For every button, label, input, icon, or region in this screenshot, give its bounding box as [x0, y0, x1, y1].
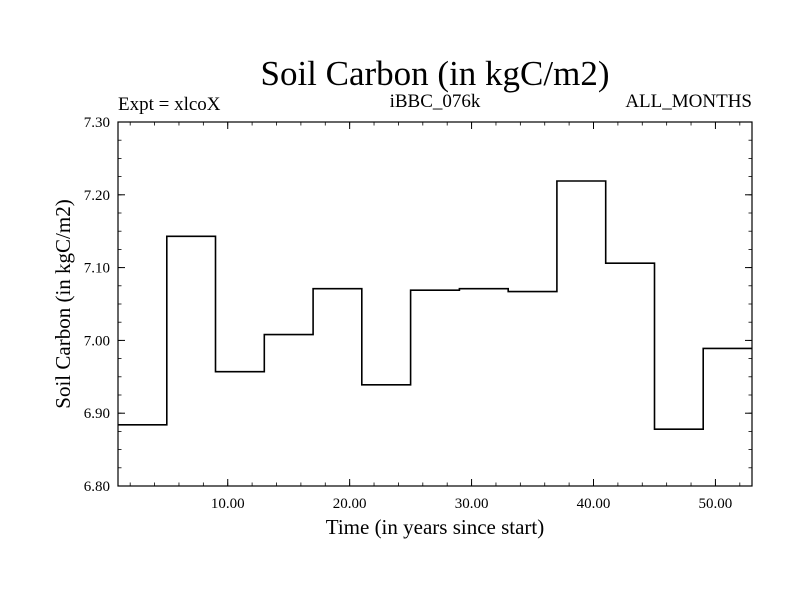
y-tick-label: 7.30	[84, 115, 110, 131]
y-tick-label: 7.10	[84, 261, 110, 277]
x-tick-label: 20.00	[333, 496, 367, 512]
plot-frame	[117, 121, 753, 487]
axis-ticks	[118, 121, 752, 487]
y-tick-label: 7.20	[84, 188, 110, 204]
chart-title: Soil Carbon (in kgC/m2)	[260, 54, 609, 93]
soil-carbon-series-line	[118, 180, 752, 430]
x-tick-label: 30.00	[455, 496, 489, 512]
y-axis-label: Soil Carbon (in kgC/m2)	[51, 199, 75, 408]
experiment-label: Expt = xlcoX	[118, 94, 221, 115]
y-tick-label: 7.00	[84, 333, 110, 349]
y-tick-label: 6.80	[84, 479, 110, 495]
run-id-label: iBBC_076k	[390, 91, 481, 112]
months-label: ALL_MONTHS	[625, 91, 752, 112]
y-tick-label: 6.90	[84, 406, 110, 422]
x-axis-label: Time (in years since start)	[326, 515, 545, 539]
x-tick-label: 40.00	[577, 496, 611, 512]
x-tick-label: 50.00	[699, 496, 733, 512]
x-tick-label: 10.00	[211, 496, 245, 512]
axis-tick-labels: 6.80 6.90 7.00 7.10 7.20 7.30 10.00 20.00 30.00 4…	[84, 115, 733, 512]
